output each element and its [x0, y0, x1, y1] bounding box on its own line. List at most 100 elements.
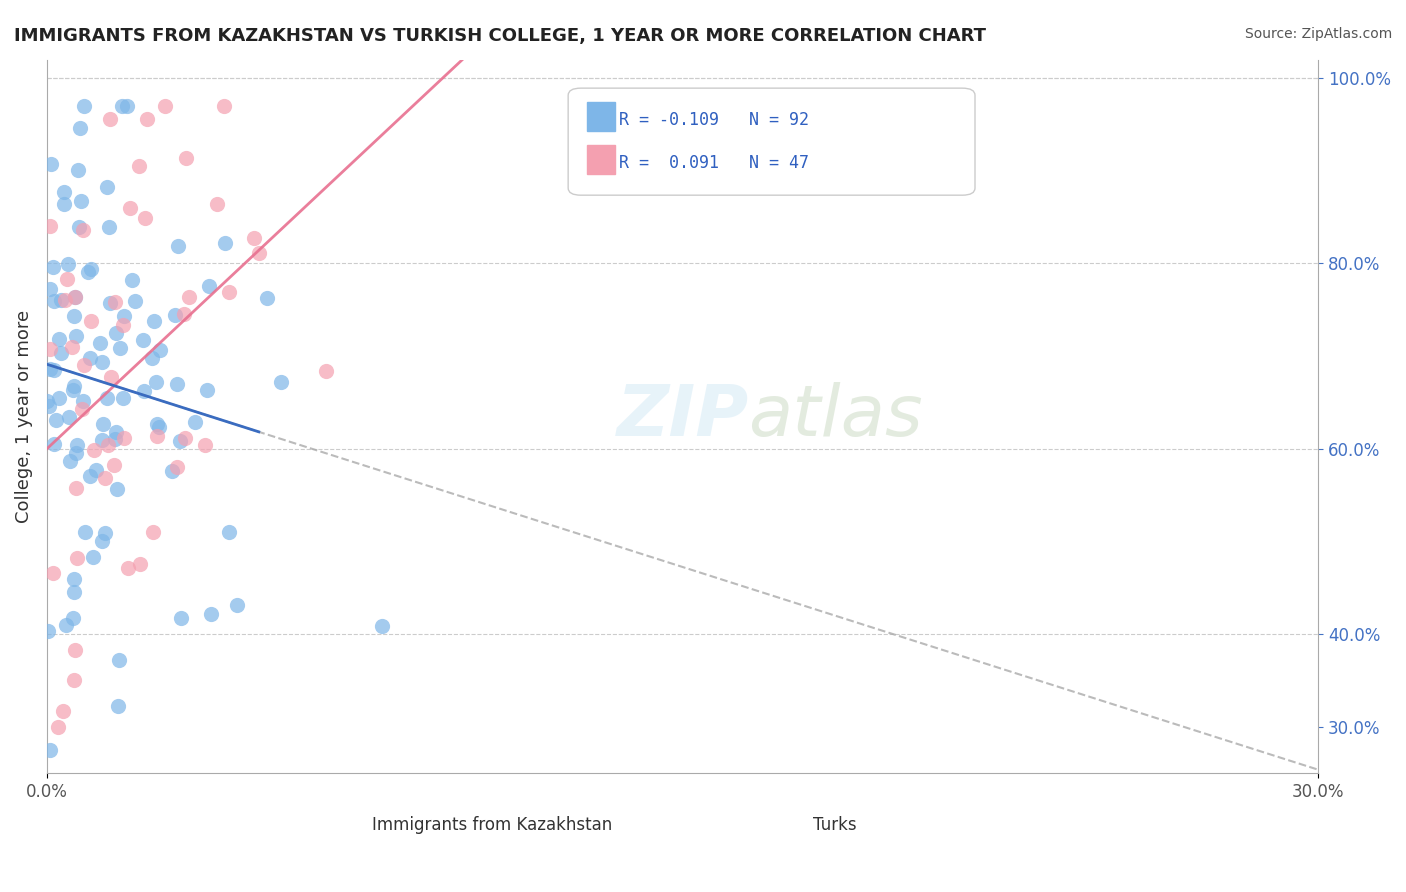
- Point: [146, 417, 169, 431]
- Point: [42, 436, 65, 450]
- Point: [131, 333, 153, 347]
- Point: [48, 391, 70, 405]
- Point: [135, 112, 157, 126]
- Point: [104, 294, 127, 309]
- Point: [143, 314, 166, 328]
- Point: [105, 326, 128, 341]
- Point: [63, 572, 86, 586]
- Point: [52, 704, 75, 718]
- Point: [72, 394, 94, 409]
- Bar: [326, 802, 359, 827]
- Point: [108, 652, 131, 666]
- Point: [82, 550, 104, 565]
- Text: Turks: Turks: [813, 816, 858, 834]
- Point: [112, 432, 135, 446]
- Point: [62, 383, 84, 397]
- Point: [98, 220, 121, 235]
- Point: [153, 99, 176, 113]
- Text: Immigrants from Kazakhstan: Immigrants from Kazakhstan: [371, 816, 612, 834]
- Point: [63, 309, 86, 323]
- Point: [148, 420, 170, 434]
- Point: [173, 431, 195, 445]
- Point: [48, 332, 70, 346]
- Point: [37, 624, 59, 638]
- Point: [207, 197, 229, 211]
- Point: [212, 99, 235, 113]
- Point: [104, 432, 127, 446]
- Point: [128, 159, 150, 173]
- Point: [73, 525, 96, 540]
- Point: [111, 99, 134, 113]
- Point: [49, 345, 72, 359]
- Point: [184, 415, 207, 429]
- Point: [39, 743, 62, 757]
- Point: [45, 413, 67, 427]
- Point: [93, 471, 115, 485]
- Point: [55, 618, 77, 632]
- Point: [124, 293, 146, 308]
- Point: [160, 464, 183, 478]
- Point: [66, 162, 89, 177]
- Point: [90, 355, 112, 369]
- Point: [145, 375, 167, 389]
- Point: [226, 599, 249, 613]
- Point: [80, 314, 103, 328]
- Point: [90, 534, 112, 549]
- Text: R =  0.091   N = 47: R = 0.091 N = 47: [619, 154, 808, 172]
- Point: [142, 525, 165, 540]
- Point: [37, 393, 59, 408]
- Point: [163, 308, 186, 322]
- Point: [249, 246, 271, 260]
- Point: [105, 482, 128, 496]
- Point: [63, 585, 86, 599]
- Point: [67, 219, 90, 234]
- Point: [94, 526, 117, 541]
- Point: [69, 120, 91, 135]
- Point: [65, 329, 87, 343]
- Point: [141, 351, 163, 365]
- Point: [105, 425, 128, 439]
- Text: ZIP: ZIP: [616, 382, 749, 450]
- Point: [65, 290, 87, 304]
- Point: [117, 561, 139, 575]
- Point: [90, 434, 112, 448]
- Point: [63, 290, 86, 304]
- Point: [112, 391, 135, 405]
- Point: [214, 235, 236, 250]
- Y-axis label: College, 1 year or more: College, 1 year or more: [15, 310, 32, 523]
- Point: [243, 231, 266, 245]
- Point: [65, 482, 87, 496]
- Point: [100, 296, 122, 310]
- Point: [134, 384, 156, 398]
- Point: [58, 409, 80, 424]
- Point: [56, 272, 79, 286]
- Point: [98, 112, 121, 126]
- Point: [80, 261, 103, 276]
- Point: [73, 358, 96, 372]
- Point: [134, 211, 156, 225]
- Bar: [588, 103, 616, 131]
- Point: [371, 619, 394, 633]
- Point: [39, 361, 62, 376]
- Point: [256, 291, 278, 305]
- Text: IMMIGRANTS FROM KAZAKHSTAN VS TURKISH COLLEGE, 1 YEAR OR MORE CORRELATION CHART: IMMIGRANTS FROM KAZAKHSTAN VS TURKISH CO…: [14, 27, 986, 45]
- Point: [44, 363, 66, 377]
- Point: [63, 642, 86, 657]
- Point: [63, 673, 86, 687]
- Point: [59, 454, 82, 468]
- Point: [60, 340, 83, 354]
- Point: [145, 429, 167, 443]
- Point: [167, 239, 190, 253]
- Bar: [588, 145, 616, 174]
- Point: [48, 720, 70, 734]
- Point: [62, 611, 84, 625]
- Point: [270, 375, 292, 389]
- Point: [149, 343, 172, 358]
- Point: [39, 283, 62, 297]
- Point: [56, 257, 79, 271]
- Point: [62, 378, 84, 392]
- Point: [129, 557, 152, 571]
- Point: [197, 278, 219, 293]
- Text: Source: ZipAtlas.com: Source: ZipAtlas.com: [1244, 27, 1392, 41]
- Point: [49, 293, 72, 307]
